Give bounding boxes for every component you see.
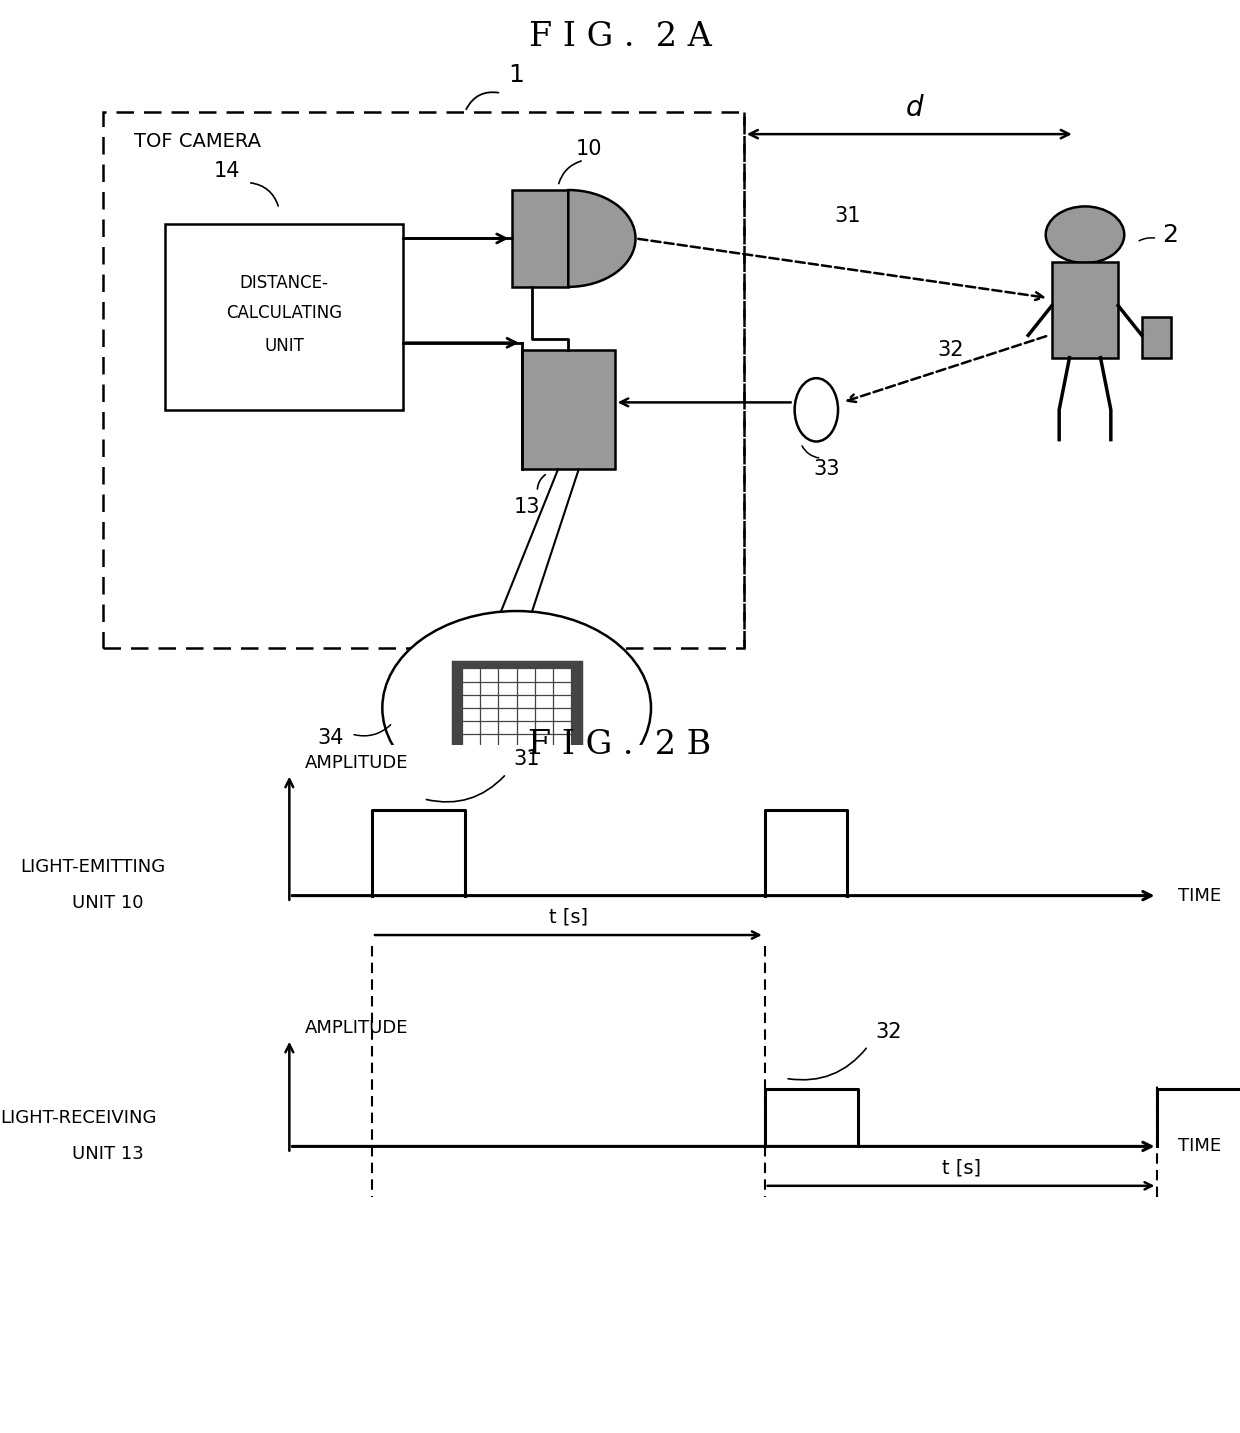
Bar (522, 350, 615, 470)
Bar (461, 668, 572, 748)
Text: TOF CAMERA: TOF CAMERA (134, 132, 262, 150)
Bar (165, 224, 403, 410)
Bar (511, 191, 568, 287)
Text: t [s]: t [s] (941, 1158, 981, 1178)
Text: t [s]: t [s] (549, 907, 588, 927)
Text: 33: 33 (813, 460, 839, 480)
Text: TIME: TIME (1178, 1138, 1221, 1155)
Text: 31: 31 (513, 749, 541, 770)
Text: LIGHT-RECEIVING: LIGHT-RECEIVING (0, 1109, 156, 1126)
Text: UNIT: UNIT (264, 338, 304, 355)
Text: UNIT 13: UNIT 13 (72, 1145, 144, 1162)
Text: DISTANCE-: DISTANCE- (239, 274, 329, 292)
Text: d: d (905, 95, 924, 122)
Text: 10: 10 (575, 139, 603, 159)
Ellipse shape (795, 378, 838, 441)
Text: 32: 32 (875, 1022, 901, 1042)
Text: F I G .  2 B: F I G . 2 B (528, 729, 712, 761)
Bar (103, 112, 744, 648)
Text: LIGHT-EMITTING: LIGHT-EMITTING (21, 858, 166, 876)
Text: 1: 1 (508, 63, 525, 86)
Bar (1052, 262, 1118, 358)
Text: 34: 34 (317, 728, 343, 748)
Text: 14: 14 (215, 162, 241, 182)
Circle shape (1045, 206, 1125, 264)
Bar (453, 662, 580, 754)
Circle shape (382, 610, 651, 805)
Text: F I G .  2 A: F I G . 2 A (528, 21, 712, 53)
Text: 13: 13 (513, 497, 541, 517)
Bar (1142, 317, 1171, 358)
Text: TIME: TIME (1178, 887, 1221, 904)
Text: AMPLITUDE: AMPLITUDE (305, 1019, 408, 1037)
Text: CALCULATING: CALCULATING (226, 304, 342, 322)
Text: 31: 31 (835, 206, 861, 226)
Wedge shape (568, 191, 635, 287)
Text: 32: 32 (937, 340, 963, 360)
Text: 2: 2 (1163, 222, 1178, 246)
Text: UNIT 10: UNIT 10 (72, 894, 144, 911)
Text: AMPLITUDE: AMPLITUDE (305, 754, 408, 772)
